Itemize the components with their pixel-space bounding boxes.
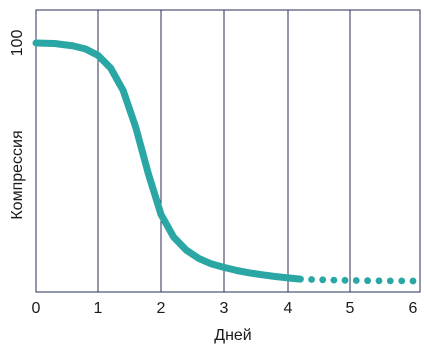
compression-curve-dot: [398, 277, 406, 285]
series-layer: [32, 39, 417, 285]
y-axis-title: Компрессия: [9, 130, 26, 219]
x-tick-label-3: 3: [220, 300, 229, 317]
compression-curve-solid: [32, 39, 304, 283]
compression-curve-dot: [352, 277, 360, 284]
compression-curve-dot: [308, 276, 315, 283]
compression-curve-dot: [386, 277, 394, 285]
compression-curve-dot: [319, 276, 327, 284]
compression-curve-dot: [375, 277, 383, 285]
x-tick-label-5: 5: [346, 300, 355, 317]
x-axis-title: Дней: [214, 327, 252, 344]
x-tick-label-0: 0: [32, 300, 41, 317]
compression-curve-dot: [330, 276, 338, 284]
x-tick-label-2: 2: [157, 300, 166, 317]
plot-frame: [35, 9, 421, 293]
grid-layer: [97, 10, 351, 292]
tick-labels: 0 1 2 3 4 5 6 100: [9, 30, 418, 317]
x-tick-label-6: 6: [409, 300, 418, 317]
compression-curve-dot: [409, 277, 417, 285]
compression-curve-dot: [364, 277, 371, 285]
compression-curve-dot: [341, 276, 349, 284]
y-tick-label-100: 100: [9, 30, 26, 57]
x-tick-label-4: 4: [284, 300, 293, 317]
x-tick-label-1: 1: [94, 300, 103, 317]
